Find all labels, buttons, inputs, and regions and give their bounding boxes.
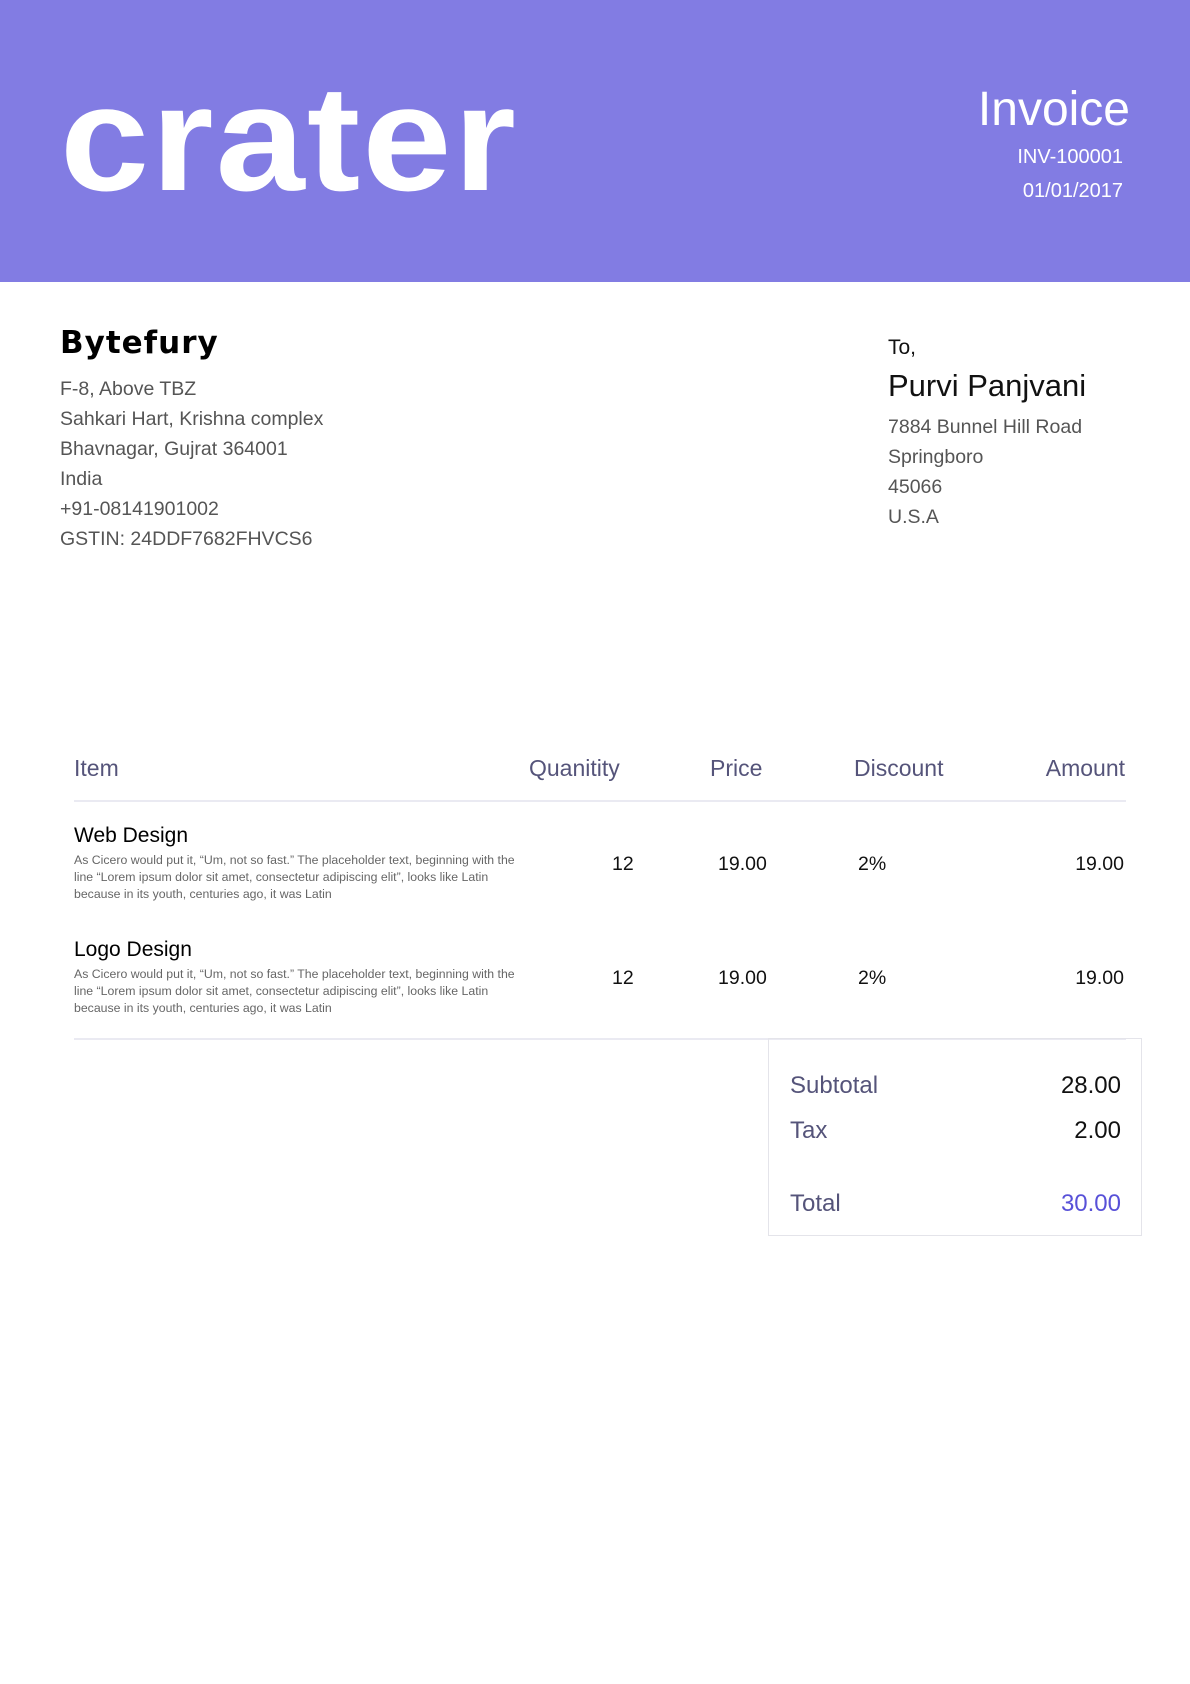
address-line: Bhavnagar, Gujrat 364001 bbox=[60, 438, 288, 460]
company-address: F-8, Above TBZ Sahkari Hart, Krishna com… bbox=[60, 374, 323, 554]
divider bbox=[74, 800, 1126, 802]
customer-name: Purvi Panjvani bbox=[888, 368, 1087, 403]
divider bbox=[74, 1038, 1126, 1040]
totals-box bbox=[768, 1038, 1142, 1236]
address-line: F-8, Above TBZ bbox=[60, 378, 197, 400]
logo-text: crater bbox=[60, 80, 518, 200]
subtotal-value: 28.00 bbox=[1060, 1072, 1121, 1099]
column-header-item: Item bbox=[74, 755, 119, 781]
column-header-discount: Discount bbox=[854, 755, 944, 781]
column-header-amount: Amount bbox=[1045, 755, 1125, 781]
total-value: 30.00 bbox=[1060, 1190, 1121, 1217]
item-amount: 19.00 bbox=[1075, 853, 1124, 875]
item-price: 19.00 bbox=[718, 967, 767, 989]
invoice-header bbox=[0, 0, 1190, 282]
item-quantity: 12 bbox=[612, 967, 634, 989]
item-name: Web Design bbox=[74, 824, 189, 847]
tax-label: Tax bbox=[790, 1117, 828, 1144]
address-line: India bbox=[60, 468, 103, 490]
gstin: GSTIN: 24DDF7682FHVCS6 bbox=[60, 528, 313, 550]
item-description: As Cicero would put it, “Um, not so fast… bbox=[74, 853, 515, 901]
item-price: 19.00 bbox=[718, 853, 767, 875]
customer-address: 7884 Bunnel Hill Road Springboro 45066 U… bbox=[888, 412, 1082, 532]
address-line: U.S.A bbox=[888, 506, 939, 528]
invoice-title: Invoice bbox=[977, 83, 1130, 136]
tax-value: 2.00 bbox=[1074, 1117, 1121, 1144]
phone: +91-08141901002 bbox=[60, 498, 219, 520]
column-header-quantity: Quanitity bbox=[529, 755, 620, 781]
item-description: As Cicero would put it, “Um, not so fast… bbox=[74, 967, 515, 1015]
item-discount: 2% bbox=[858, 853, 887, 875]
address-line: Springboro bbox=[888, 446, 984, 468]
item-amount: 19.00 bbox=[1075, 967, 1124, 989]
total-label: Total bbox=[790, 1190, 841, 1217]
address-line: 45066 bbox=[888, 476, 943, 498]
invoice-date: 01/01/2017 bbox=[1022, 180, 1123, 202]
item-name: Logo Design bbox=[74, 938, 192, 961]
column-header-price: Price bbox=[710, 755, 763, 781]
subtotal-label: Subtotal bbox=[790, 1072, 879, 1099]
invoice-number: INV-100001 bbox=[1017, 146, 1123, 168]
to-label: To, bbox=[888, 336, 917, 359]
item-quantity: 12 bbox=[612, 853, 634, 875]
item-discount: 2% bbox=[858, 967, 887, 989]
address-line: 7884 Bunnel Hill Road bbox=[888, 416, 1083, 438]
company-name: Bytefury bbox=[60, 325, 219, 361]
crater-logo: crater bbox=[60, 80, 518, 200]
address-line: Sahkari Hart, Krishna complex bbox=[60, 408, 324, 430]
